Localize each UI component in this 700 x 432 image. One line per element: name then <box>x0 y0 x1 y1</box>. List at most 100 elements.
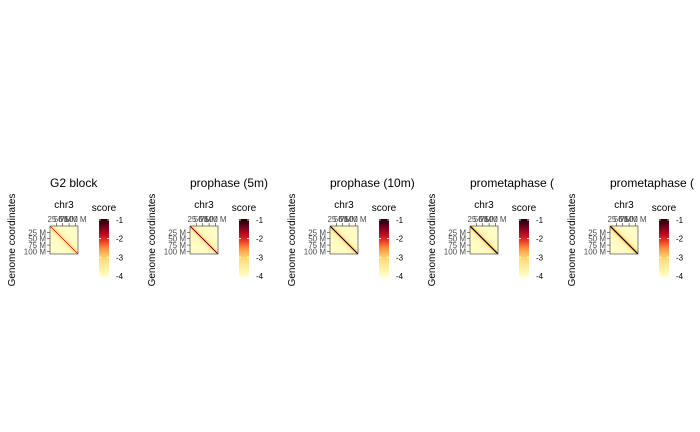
heatmap-cell <box>634 227 636 229</box>
heatmap-cell <box>51 228 53 230</box>
heatmap-cell <box>338 232 340 234</box>
heatmap-cell <box>488 228 490 230</box>
heatmap-cell <box>205 228 207 230</box>
heatmap-cell <box>350 237 352 239</box>
heatmap-cell <box>631 239 633 241</box>
heatmap-cell <box>349 233 351 235</box>
heatmap-cell <box>335 249 337 251</box>
heatmap-cell <box>211 228 213 230</box>
heatmap-cell <box>637 229 639 231</box>
heatmap-cell <box>196 238 198 240</box>
heatmap-cell <box>610 252 612 254</box>
heatmap-cell <box>478 240 480 242</box>
heatmap-cell <box>632 250 634 252</box>
heatmap-cells <box>330 226 359 255</box>
heatmap-cell <box>190 243 192 245</box>
heatmap-cell <box>632 234 634 236</box>
heatmap-cell <box>623 251 625 253</box>
heatmap-cell <box>204 230 206 232</box>
heatmap-cell <box>204 245 206 247</box>
heatmap-cell <box>483 230 485 232</box>
heatmap-cell <box>330 228 332 230</box>
heatmap-cell <box>345 248 347 250</box>
heatmap-cell <box>74 227 76 229</box>
heatmap-cell <box>346 249 348 251</box>
heatmap-cell <box>207 239 209 241</box>
heatmap-cell <box>350 241 352 243</box>
heatmap-cell <box>353 246 355 248</box>
heatmap-cell <box>620 235 622 237</box>
heatmap-cell <box>497 237 499 239</box>
heatmap-cell <box>477 240 479 242</box>
heatmap-cell <box>204 237 206 239</box>
heatmap-cell <box>210 228 212 230</box>
heatmap-cell <box>333 240 335 242</box>
heatmap-cell <box>477 236 479 238</box>
heatmap-cell <box>61 250 63 252</box>
heatmap-cell <box>346 235 348 237</box>
heatmap-cell <box>628 247 630 249</box>
y-axis-label: Genome coordinates <box>287 194 298 287</box>
heatmap-cell <box>350 236 352 238</box>
heatmap-cell <box>631 241 633 243</box>
heatmap-cell <box>352 239 354 241</box>
heatmap-cell <box>57 253 59 255</box>
heatmap-cell <box>201 235 203 237</box>
heatmap-cell <box>477 241 479 243</box>
heatmap-cell <box>492 247 494 249</box>
heatmap-cell <box>54 235 56 237</box>
heatmap-cell <box>610 227 612 229</box>
heatmap-cell <box>335 226 337 228</box>
heatmap-cell <box>337 234 339 236</box>
heatmap-cell <box>631 231 633 233</box>
heatmap-cell <box>336 247 338 249</box>
heatmap-cell <box>614 250 616 252</box>
heatmap-cell <box>55 250 57 252</box>
heatmap-cell <box>471 237 473 239</box>
heatmap-cell <box>342 232 344 234</box>
heatmap-cell <box>636 230 638 232</box>
heatmap-cell <box>74 243 76 245</box>
heatmap-cell <box>200 229 202 231</box>
heatmap-cell <box>482 230 484 232</box>
x-tick-label: 75 M <box>60 215 78 224</box>
heatmap-cell <box>197 243 199 245</box>
heatmap-cell <box>484 227 486 229</box>
heatmap-cell <box>616 243 618 245</box>
heatmap-cell <box>618 247 620 249</box>
heatmap-cell <box>191 246 193 248</box>
heatmap-cell <box>626 233 628 235</box>
heatmap-cell <box>56 229 58 231</box>
heatmap-cell <box>334 251 336 253</box>
heatmap-cell <box>336 250 338 252</box>
heatmap-cell <box>74 231 76 233</box>
heatmap-cell <box>614 247 616 249</box>
heatmap-cell <box>494 253 496 255</box>
heatmap-cell <box>338 229 340 231</box>
heatmap-cell <box>72 247 74 249</box>
heatmap-cell <box>215 248 217 250</box>
heatmap-cell <box>203 226 205 228</box>
heatmap-cell <box>487 242 489 244</box>
heatmap-cell <box>496 229 498 231</box>
heatmap-cell <box>492 229 494 231</box>
heatmap-cell <box>59 243 61 245</box>
heatmap-cell <box>628 228 630 230</box>
heatmap-cell <box>480 245 482 247</box>
heatmap-cell <box>336 232 338 234</box>
heatmap-cell <box>355 226 357 228</box>
heatmap-cell <box>610 230 612 232</box>
heatmap-cell <box>493 241 495 243</box>
heatmap-cell <box>484 252 486 254</box>
heatmap-cell <box>331 235 333 237</box>
heatmap-cell <box>632 243 634 245</box>
heatmap-cell <box>340 233 342 235</box>
heatmap-cell <box>477 245 479 247</box>
heatmap-cell <box>616 253 618 255</box>
heatmap-cell <box>622 227 624 229</box>
heatmap-cell <box>209 241 211 243</box>
heatmap-cell <box>488 233 490 235</box>
heatmap-cell <box>212 227 214 229</box>
y-axis-label: Genome coordinates <box>147 194 158 287</box>
heatmap-cell <box>621 241 623 243</box>
